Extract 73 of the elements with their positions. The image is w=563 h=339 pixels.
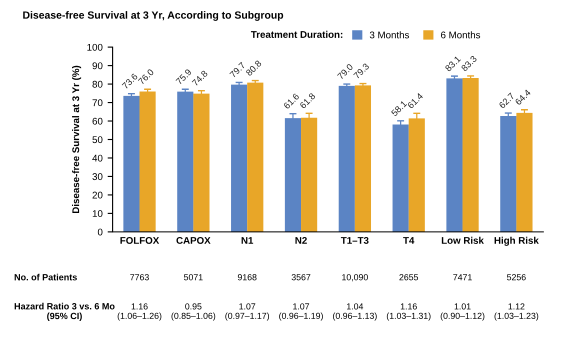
y-tick-label: 10 [92,210,102,218]
bar [231,84,248,232]
text: 0.95 (0.85–1.06) [172,303,216,321]
x-tick-label: T4 [403,237,414,244]
text: 10,090 [342,274,368,282]
text: 1.01 (0.90–1.12) [440,303,484,321]
text: 1.16 (1.06–1.26) [118,303,162,321]
text: 1.12 (1.03–1.23) [494,303,538,321]
y-tick-label: 90 [92,62,102,70]
text: Hazard Ratio 3 vs. 6 Mo (95% CI) [14,302,115,321]
chart-title: Disease-free Survival at 3 Yr, According to Subgroup [23,11,284,21]
legend-label: 3 Months [370,31,410,38]
data-label: 58.1 [390,100,408,117]
bar [446,78,463,232]
y-tick-label: 20 [92,192,102,199]
data-label: 61.4 [407,92,424,109]
data-label: 79.7 [229,62,246,78]
text: 1.07 (0.97–1.17) [225,303,270,321]
text: 9168 [238,274,257,280]
data-label: 61.6 [283,92,300,110]
y-tick-label: 100 [87,44,102,51]
x-tick-label: FOLFOX [120,236,160,244]
data-label: 80.8 [245,60,262,76]
legend-label: 6 Months [441,31,480,38]
x-tick-label: CAPOX [176,236,211,244]
text: 3567 [292,274,310,280]
data-label: 74.8 [192,70,208,86]
bar [392,124,409,232]
text: 1.16 (1.03–1.31) [386,303,431,321]
x-tick-label: Low Risk [442,236,484,244]
data-label: 64.4 [514,88,532,106]
legend-title: Treatment Duration: [250,30,342,38]
bar [516,112,533,232]
text: 7763 [130,274,149,280]
y-tick-label: 40 [92,154,102,162]
data-label: 83.3 [460,55,478,72]
text: 1.04 (0.96–1.13) [333,303,377,321]
y-tick-label: 60 [92,118,102,125]
text: 2655 [399,274,418,280]
data-label: 83.1 [444,55,462,72]
text: 7471 [453,274,472,280]
data-label: 73.6 [122,72,138,90]
bar [338,86,355,232]
data-label: 61.8 [299,92,316,109]
y-axis-title: Disease-free Survival at 3 Yr (%) [72,66,82,214]
text: No. of Patients [14,274,77,280]
data-label: 76.0 [138,68,154,85]
text: 5256 [506,274,526,280]
data-label: 79.0 [337,63,354,80]
x-tick-label: T1–T3 [340,236,369,244]
text: 1.07 (0.96–1.19) [279,303,323,321]
bar [123,96,140,232]
bar [301,118,318,232]
bar [140,91,156,232]
bar [462,78,479,232]
data-label: 79.3 [353,62,370,80]
text: 5071 [184,274,203,280]
x-tick-label: N1 [242,237,254,244]
y-tick-label: 80 [92,80,102,88]
bar [408,118,425,232]
y-tick-label: 70 [92,99,102,106]
y-tick-label: 30 [92,173,102,180]
data-label: 75.9 [176,68,192,85]
bar [193,94,210,232]
bar [354,85,372,232]
x-tick-label: N2 [295,236,307,244]
bar [500,116,516,232]
bar [247,82,264,232]
bar [177,92,194,232]
y-tick-label: 50 [92,136,102,144]
y-tick-label: 0 [98,228,102,236]
bar [284,118,302,232]
x-tick-label: High Risk [494,236,539,246]
